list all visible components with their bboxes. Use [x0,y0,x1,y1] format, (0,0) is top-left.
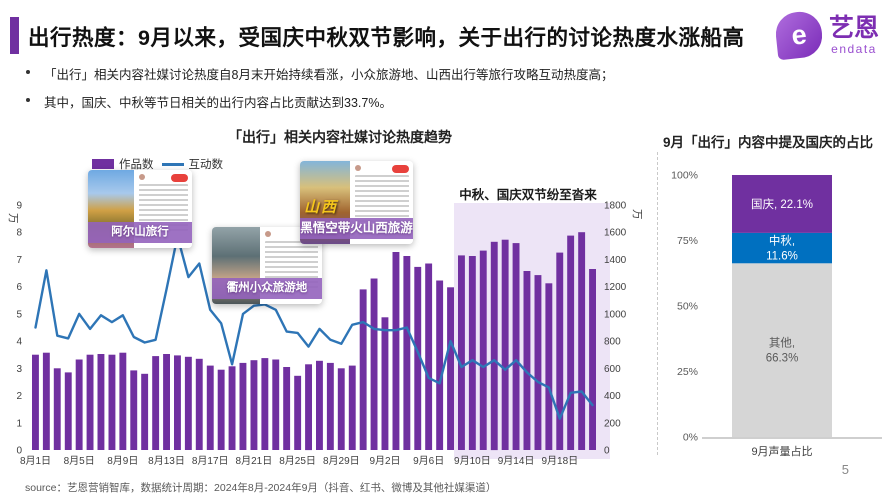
svg-text:1400: 1400 [604,255,627,266]
promo-card-aershan: 阿尔山旅行 [88,170,192,248]
svg-text:8: 8 [16,228,22,239]
section-divider [657,152,658,455]
promo-card-shanxi: 山西 黑悟空带火山西旅游 [300,161,413,244]
svg-text:4: 4 [16,337,22,348]
card-label: 阿尔山旅行 [88,222,192,243]
trend-chart-title: 「出行」相关内容社媒讨论热度趋势 [228,129,452,145]
svg-text:5: 5 [16,309,22,320]
card-photo-caption: 山西 [304,198,339,216]
svg-text:2: 2 [16,391,22,402]
card-label: 衢州小众旅游地 [212,278,322,299]
line-swatch-icon [161,162,184,166]
share-chart-canvas: 0% 25% 50% 75% 100% 其他, 66.3% 中秋, 11.6% 国庆, 22.1%… [671,170,882,458]
svg-text:8月29日: 8月29日 [323,455,360,467]
svg-text:11.6%: 11.6% [766,251,798,263]
badge-icon [171,174,188,182]
bullet-text: 「出行」相关内容社媒讨论热度自8月末开始持续看涨，小众旅游地、山西出行等旅行攻略… [44,68,614,82]
endata-logo-icon: e [773,9,825,61]
svg-text:中秋,: 中秋, [769,234,795,248]
svg-text:8月9日: 8月9日 [107,455,138,467]
svg-text:25%: 25% [677,366,698,378]
legend-item-works: 作品数 [92,156,154,172]
svg-text:9月2日: 9月2日 [369,455,400,467]
svg-text:9月18日: 9月18日 [541,455,578,467]
svg-text:9月14日: 9月14日 [498,455,535,467]
bullet-dot-icon [26,70,30,74]
bullet-list: 「出行」相关内容社媒讨论热度自8月末开始持续看涨，小众旅游地、山西出行等旅行攻略… [26,64,613,120]
svg-text:66.3%: 66.3% [766,353,799,365]
svg-text:8月21日: 8月21日 [236,455,273,467]
svg-text:1600: 1600 [604,228,627,239]
svg-text:0: 0 [604,446,610,457]
avatar-icon [138,174,145,180]
svg-text:9月10日: 9月10日 [454,455,491,467]
post-text-lines [354,175,409,226]
svg-text:1000: 1000 [604,309,627,320]
svg-text:3: 3 [16,364,22,375]
svg-text:6: 6 [16,282,22,293]
badge-icon [392,165,409,173]
svg-text:600: 600 [604,364,621,375]
trend-chart-canvas: 0 1 2 3 4 5 6 7 8 9 0 200 400 600 800 1000 1200 1400 1600 1… [7,187,643,467]
bullet-dot-icon [26,98,30,102]
festival-highlight-band [454,203,610,459]
works-bars-series [32,232,596,451]
card-label: 黑悟空带火山西旅游 [300,218,413,239]
logo-brand-name: 艺恩 [828,13,879,42]
share-chart-title: 9月「出行」内容中提及国庆的占比 [662,135,873,150]
share-chart-category: 9月声量占比 [751,444,812,458]
avatar-icon [354,165,361,171]
svg-text:400: 400 [604,391,621,402]
bar-swatch-icon [92,159,114,169]
bullet-item: 其中，国庆、中秋等节日相关的出行内容占比贡献达到33.7%。 [26,92,613,111]
svg-text:其他,: 其他, [769,337,795,350]
bullet-text: 其中，国庆、中秋等节日相关的出行内容占比贡献达到33.7%。 [44,96,392,110]
interactions-line-series [34,235,594,420]
page-title: 出行热度：9月以来，受国庆中秋双节影响，关于出行的讨论热度水涨船高 [28,26,745,50]
logo-sub-brand: endata [831,41,877,56]
svg-text:800: 800 [604,337,621,348]
legend-label: 作品数 [119,159,154,171]
svg-text:0: 0 [16,446,22,457]
title-accent-bar [10,17,19,54]
promo-card-quzhou: 衢州小众旅游地 [212,227,322,304]
svg-text:8月1日: 8月1日 [20,455,51,467]
svg-text:50%: 50% [677,301,698,313]
svg-text:0%: 0% [683,432,698,444]
segment-其他 [732,263,832,437]
brand-logo: e 艺恩 endata [773,9,879,61]
avatar-icon [265,231,272,237]
svg-text:100%: 100% [671,170,698,182]
legend-label: 互动数 [188,159,224,171]
svg-text:8月25日: 8月25日 [279,455,316,467]
svg-text:1200: 1200 [604,282,627,293]
trend-chart-legend: 作品数 互动数 [92,156,223,172]
svg-text:1800: 1800 [604,201,627,212]
festival-annotation: 中秋、国庆双节纷至沓来 [459,187,597,202]
svg-text:7: 7 [16,255,22,266]
segment-中秋 [732,232,832,264]
logo-text: 艺恩 endata [828,13,879,56]
svg-text:1: 1 [16,418,22,429]
bullet-item: 「出行」相关内容社媒讨论热度自8月末开始持续看涨，小众旅游地、山西出行等旅行攻略… [26,64,613,83]
legend-item-interactions: 互动数 [161,156,224,172]
svg-text:9月6日: 9月6日 [413,455,444,467]
svg-text:8月17日: 8月17日 [192,455,229,467]
svg-text:国庆, 22.1%: 国庆, 22.1% [751,197,813,211]
segment-国庆 [732,175,832,233]
svg-text:8月5日: 8月5日 [64,455,95,467]
svg-text:万: 万 [631,209,643,220]
svg-text:200: 200 [604,418,621,429]
svg-text:9: 9 [16,201,22,212]
source-note: source：艺恩营销智库，数据统计周期：2024年8月-2024年9月（抖音、… [25,482,497,494]
svg-text:8月13日: 8月13日 [148,455,185,467]
page-number: 5 [841,462,849,477]
svg-text:万: 万 [7,213,19,224]
svg-text:75%: 75% [677,235,698,247]
